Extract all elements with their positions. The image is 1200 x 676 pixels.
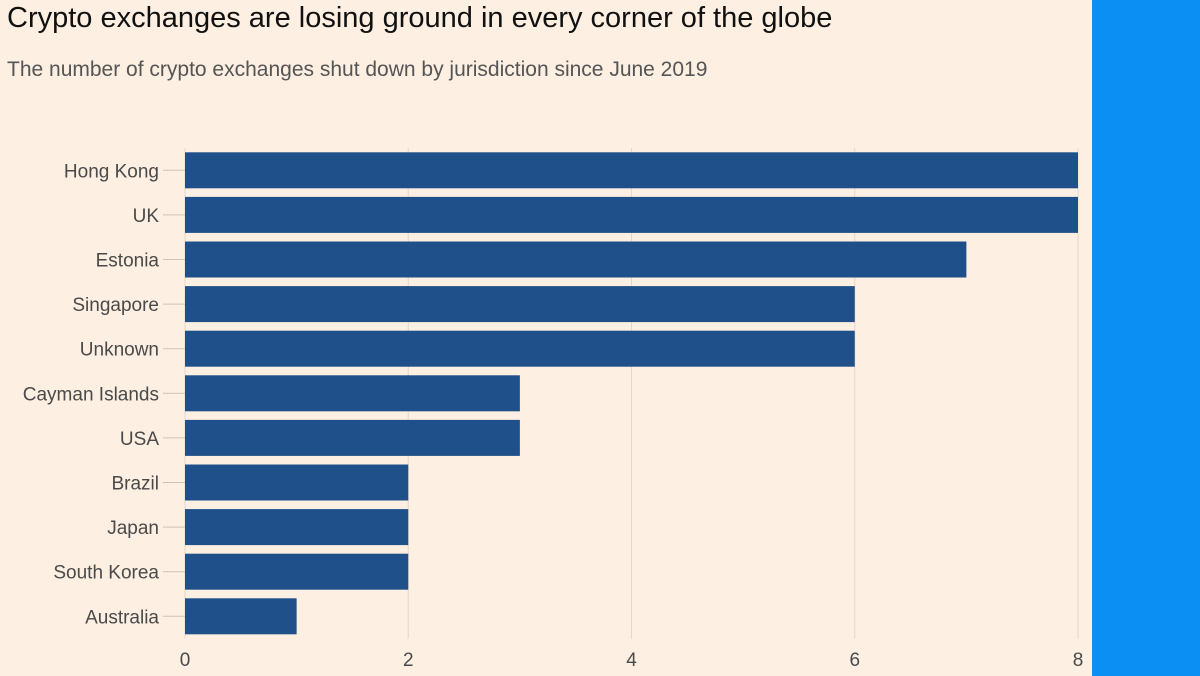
x-tick-label: 0 xyxy=(180,650,191,671)
category-label: Hong Kong xyxy=(64,161,159,182)
category-label: Cayman Islands xyxy=(23,384,159,405)
category-label: Singapore xyxy=(72,295,159,316)
category-label: Brazil xyxy=(111,474,159,495)
chart-subtitle: The number of crypto exchanges shut down… xyxy=(7,58,708,81)
bar xyxy=(185,464,409,501)
chart-title: Crypto exchanges are losing ground in ev… xyxy=(7,2,833,34)
bar xyxy=(185,375,520,412)
side-panel xyxy=(1092,0,1200,676)
bar xyxy=(185,152,1078,189)
chart-area: Crypto exchanges are losing ground in ev… xyxy=(7,2,1084,671)
x-tick-label: 8 xyxy=(1073,650,1084,671)
category-label: Unknown xyxy=(80,340,159,361)
x-tick-label: 4 xyxy=(626,650,637,671)
x-tick-label: 6 xyxy=(849,650,860,671)
category-label: Japan xyxy=(107,518,159,539)
bar-chart: 0 2 4 6 8 Hong Kong UK Estonia Singapore Unknown C… xyxy=(23,148,1084,671)
category-label: UK xyxy=(133,206,160,227)
category-label: Estonia xyxy=(96,251,160,272)
category-label: USA xyxy=(120,429,159,450)
bar xyxy=(185,419,520,456)
category-label: South Korea xyxy=(53,563,159,584)
x-tick-label: 2 xyxy=(403,650,414,671)
bar xyxy=(185,241,967,278)
category-label: Australia xyxy=(85,607,159,628)
bar xyxy=(185,286,855,323)
bar xyxy=(185,598,297,635)
bar xyxy=(185,553,409,590)
bar xyxy=(185,330,855,367)
bar xyxy=(185,196,1078,233)
bar xyxy=(185,509,409,546)
